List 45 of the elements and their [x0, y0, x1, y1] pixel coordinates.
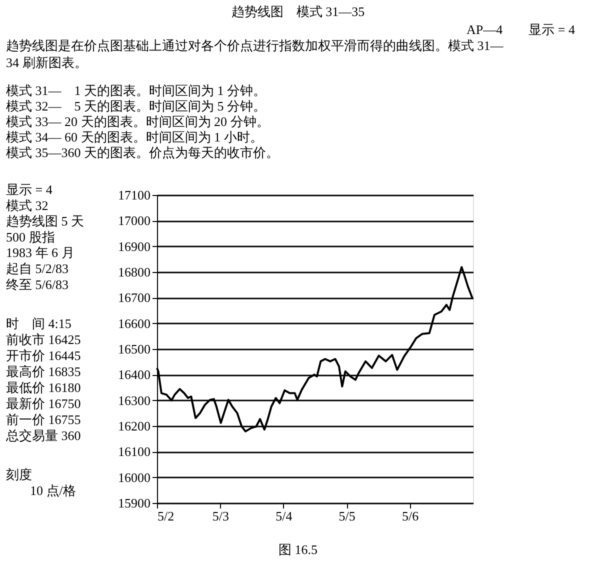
text: 最新价 16750	[6, 396, 81, 411]
text: 模式 33— 20 天的图表。时间区间为 20 分钟。	[6, 114, 270, 129]
text: 1983 年 6 月	[6, 245, 74, 260]
y-tick-label: 16400	[118, 367, 150, 382]
x-tick-label: 5/3	[212, 508, 230, 524]
text: 模式 34— 60 天的图表。时间区间为 1 小时。	[6, 130, 263, 144]
x-tick-label: 5/5	[338, 508, 356, 524]
text: 34 刷新图表。	[6, 55, 88, 70]
text: 起自 5/2/83	[6, 261, 68, 276]
text: 显示 = 4	[6, 182, 53, 197]
text: 时 间 4:15	[6, 316, 72, 331]
text: 前收市 16425	[6, 332, 81, 347]
y-tick-label: 16100	[118, 444, 150, 460]
text: 趋势线图 5 天	[6, 214, 84, 229]
text: 前一价 16755	[6, 412, 81, 427]
chart-title: 趋势线图 模式 31—35	[231, 4, 365, 19]
text: 模式 32	[6, 198, 48, 213]
text: 模式 32— 5 天的图表。时间区间为 5 分钟。	[6, 98, 266, 114]
y-tick-label: 17000	[118, 213, 150, 228]
y-tick-label: 17100	[118, 188, 150, 202]
y-tick-label: 16800	[118, 264, 150, 280]
text: AP—4 显示 = 4	[466, 22, 576, 37]
y-tick-label: 16700	[118, 290, 150, 306]
y-tick-label: 16300	[118, 392, 150, 408]
y-tick-label: 16500	[118, 342, 150, 356]
x-tick-label: 5/6	[402, 508, 420, 524]
y-tick-label: 16000	[118, 470, 150, 485]
text: 趋势线图是在价点图基础上通过对各个价点进行指数加权平滑而得的曲线图。模式 31—	[6, 38, 504, 53]
y-tick-label: 16200	[118, 418, 150, 434]
x-tick-label: 5/2	[158, 508, 174, 524]
text: 模式 35—360 天的图表。价点为每天的收市价。	[6, 145, 279, 160]
caption: 图 16.5	[278, 542, 318, 557]
text: 最低价 16180	[6, 380, 81, 395]
text: 终至 5/6/83	[6, 276, 68, 292]
text: 总交易量 360	[5, 428, 81, 443]
text: 模式 31— 1 天的图表。时间区间为 1 分钟。	[6, 83, 266, 98]
text: 最高价 16835	[6, 364, 81, 379]
y-tick-label: 16600	[118, 316, 150, 331]
text: 500 股指	[6, 229, 55, 244]
x-tick-label: 5/4	[276, 508, 293, 524]
y-tick-label: 15900	[118, 496, 150, 510]
text: 10 点/格	[30, 483, 76, 498]
text: 刻度	[6, 467, 32, 482]
y-tick-label: 16900	[118, 238, 150, 254]
text: 开市价 16445	[6, 348, 81, 363]
